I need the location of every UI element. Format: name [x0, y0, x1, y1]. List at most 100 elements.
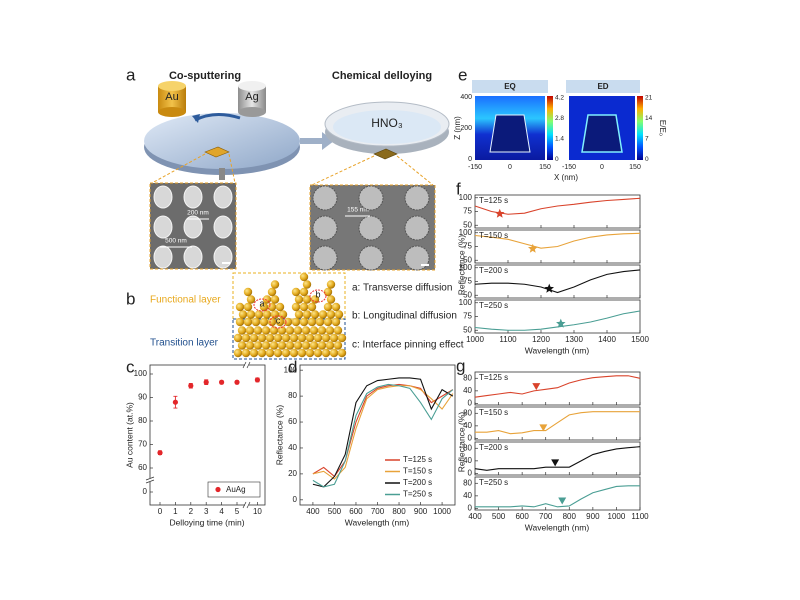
sem-pillar — [153, 185, 173, 209]
atom — [291, 317, 301, 327]
x-tick-label: 400 — [306, 507, 320, 516]
atom — [310, 295, 320, 304]
y-tick-label: 50 — [463, 290, 472, 299]
guide-line — [396, 155, 434, 186]
map-title-box — [472, 80, 548, 93]
tick-label: 200 — [460, 125, 472, 132]
sem-frame — [309, 184, 436, 271]
x-tick-label: 1100 — [499, 335, 517, 344]
x-tick-label: 700 — [371, 507, 385, 516]
y-axis-label: Reflectance (%) — [456, 412, 466, 473]
subplot-label: T=125 s — [479, 196, 508, 205]
atom — [251, 317, 261, 327]
pillar — [489, 114, 531, 153]
marker — [551, 459, 560, 467]
subplot-label: T=125 s — [479, 373, 508, 382]
sem-pillar — [213, 245, 233, 269]
atom — [261, 326, 271, 335]
atom — [273, 348, 283, 358]
atom — [285, 341, 295, 350]
panel-a: a Co-sputtering Chemical delloying Au Ag… — [126, 65, 450, 271]
x-tick-label: 700 — [539, 512, 553, 521]
ag-target-bottom — [238, 107, 266, 117]
scale-bar — [222, 262, 230, 264]
sem-pillar — [183, 215, 203, 239]
atom — [235, 317, 245, 327]
line — [312, 377, 454, 488]
x-tick-label: 5 — [235, 507, 240, 516]
y-tick-label: 40 — [463, 456, 472, 465]
line — [474, 269, 641, 294]
legend-label: T=125 s — [403, 455, 432, 464]
atom — [307, 302, 317, 312]
legend-label: AuAg — [226, 485, 246, 494]
axis-break — [242, 361, 251, 369]
atom — [294, 310, 304, 319]
y-tick-label: 40 — [463, 421, 472, 430]
diffusion-mark — [253, 298, 271, 312]
scale-bar — [421, 264, 429, 266]
atom — [269, 326, 279, 335]
atom — [259, 302, 269, 312]
atom — [301, 341, 311, 350]
atom — [331, 302, 341, 312]
colorbar-tick: 7 — [645, 136, 649, 143]
sem-pillar — [183, 245, 203, 269]
line — [475, 485, 640, 508]
atom — [326, 295, 336, 304]
y-axis-label: Reflectance (%) — [456, 235, 466, 296]
atom — [325, 326, 335, 335]
axis-break — [147, 478, 153, 482]
x-tick-label: 600 — [349, 507, 363, 516]
y-tick-label: 100 — [134, 369, 148, 378]
axis-label: X (nm) — [554, 173, 578, 182]
x-axis-label: Delloying time (min) — [169, 517, 244, 527]
panel-title: Co-sputtering — [169, 70, 241, 82]
atom — [273, 333, 283, 343]
x-tick-label: 1000 — [608, 512, 626, 521]
y-tick-label: 0 — [468, 504, 473, 513]
atom — [291, 287, 301, 297]
atom — [305, 333, 315, 343]
target-label: Ag — [245, 91, 258, 103]
atom — [267, 302, 277, 312]
tick-label: 0 — [468, 156, 472, 163]
atom — [329, 348, 339, 358]
atom — [275, 302, 285, 312]
plot-frame — [474, 476, 641, 511]
tick-label: 0 — [600, 164, 604, 171]
y-tick-label: 100 — [284, 365, 298, 374]
tick-label: 150 — [539, 164, 551, 171]
x-tick-label: 3 — [204, 507, 209, 516]
sem-pillar — [213, 215, 233, 239]
atom — [270, 295, 280, 304]
x-axis-label: Wavelength (nm) — [525, 345, 590, 355]
atom — [267, 317, 277, 327]
plot-frame — [474, 371, 641, 406]
y-tick-label: 0 — [468, 434, 473, 443]
atom — [257, 333, 267, 343]
atom — [238, 310, 248, 319]
y-tick-label: 75 — [463, 312, 472, 321]
atom — [235, 302, 245, 312]
line — [475, 411, 640, 435]
colorbar-tick: 0 — [555, 156, 559, 163]
dot — [203, 379, 209, 385]
dot — [188, 383, 194, 389]
sem-pillar — [213, 185, 233, 209]
atom — [283, 317, 293, 327]
y-tick-label: 75 — [463, 242, 472, 251]
target-label: Au — [165, 91, 178, 103]
panel-label: f — [456, 179, 461, 198]
axis-break — [245, 502, 249, 508]
solution-label: HNO₃ — [371, 116, 403, 130]
atom — [301, 326, 311, 335]
atom — [293, 341, 303, 350]
axis-label: Z (nm) — [453, 116, 462, 140]
dot — [172, 399, 178, 405]
atom — [243, 317, 253, 327]
atom — [278, 310, 288, 319]
atom — [243, 287, 253, 297]
atom — [323, 302, 333, 312]
tick-label: 0 — [508, 164, 512, 171]
